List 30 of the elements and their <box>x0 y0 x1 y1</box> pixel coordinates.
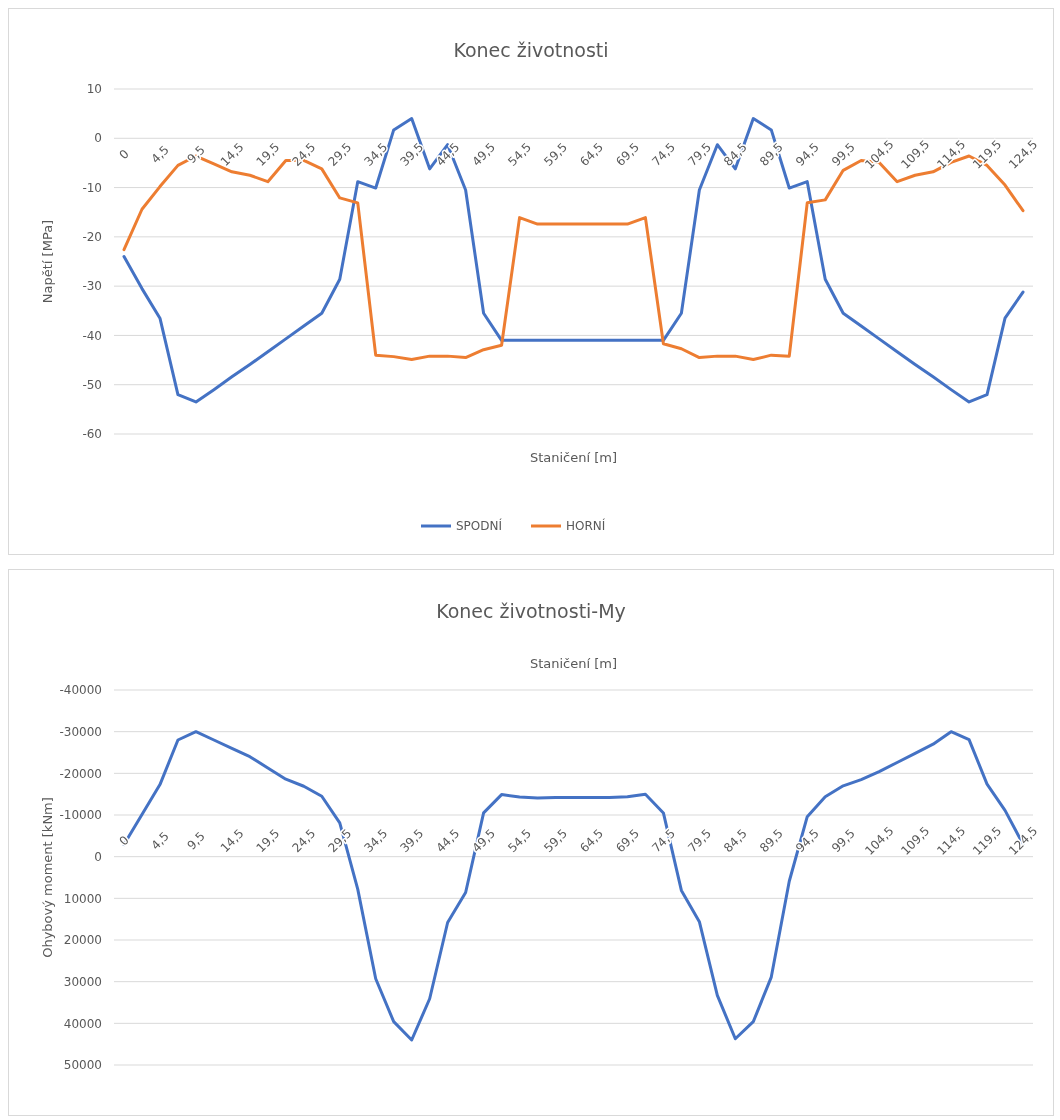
y-tick-label: -40 <box>82 328 102 343</box>
x-tick-label: 4,5 <box>148 829 172 853</box>
y-tick-label: -10000 <box>59 808 102 823</box>
y-tick-label: -20 <box>82 230 102 245</box>
y-tick-label: 50000 <box>63 1058 102 1073</box>
legend-label: SPODNÍ <box>456 518 503 534</box>
x-axis-title: Staničení [m] <box>529 450 618 465</box>
y-tick-label: 40000 <box>63 1016 102 1031</box>
x-axis-title: Staničení [m] <box>529 656 618 671</box>
chart-title: Konec životnosti <box>453 39 609 61</box>
y-tick-label: -10 <box>82 180 102 195</box>
x-tick-label: 9,5 <box>184 142 208 167</box>
y-tick-label: -60 <box>82 427 102 442</box>
y-tick-label: -30000 <box>59 724 102 739</box>
chart-title: Konec životnosti-My <box>436 600 626 622</box>
x-tick-label: 0 <box>116 146 132 163</box>
y-tick-label: -20000 <box>59 766 102 781</box>
y-tick-label: 10000 <box>63 891 102 906</box>
y-axis-title: Ohybový moment [kNm] <box>40 797 55 958</box>
y-tick-label: -30 <box>82 279 102 294</box>
y-tick-label: 10 <box>86 82 102 97</box>
x-tick-label: 0 <box>116 833 132 849</box>
y-tick-label: -40000 <box>59 683 102 698</box>
legend-label: HORNÍ <box>566 518 606 534</box>
y-tick-label: -50 <box>82 377 102 392</box>
x-tick-label: 4,5 <box>148 142 172 167</box>
y-axis-title: Napětí [MPa] <box>40 219 55 304</box>
y-tick-label: 20000 <box>63 933 102 948</box>
y-tick-label: 30000 <box>63 974 102 989</box>
x-tick-label: 9,5 <box>184 829 208 853</box>
